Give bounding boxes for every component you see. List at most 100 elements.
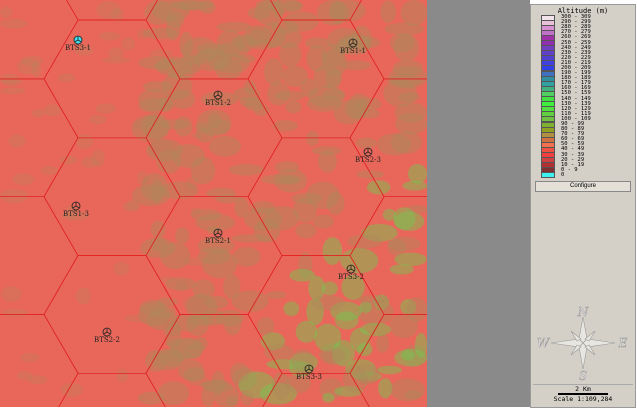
antenna-icon-spokes: [305, 365, 313, 372]
cell-hexagon-edge: [43, 255, 79, 315]
legend-label: 70 - 79: [561, 131, 585, 138]
terrain-patch: [75, 287, 91, 305]
legend-label: 0 - 9: [561, 166, 578, 173]
terrain-patch: [404, 390, 422, 400]
legend-label: 180 - 189: [561, 75, 591, 82]
bts-site[interactable]: BTS1-3: [63, 201, 89, 218]
terrain-patch: [124, 314, 155, 323]
legend-label: 280 - 289: [561, 24, 591, 31]
terrain-patch: [216, 21, 252, 33]
bts-site[interactable]: BTS1-2: [205, 90, 231, 107]
terrain-patch: [182, 62, 202, 74]
terrain-patch: [305, 37, 330, 49]
terrain-patch: [355, 363, 380, 385]
bts-site[interactable]: BTS1-1: [340, 38, 366, 55]
terrain-patch: [272, 120, 298, 132]
terrain-patch: [179, 0, 214, 11]
legend-title: Altitude (m): [557, 7, 609, 15]
cell-hexagon-edge: [43, 196, 79, 256]
terrain-patch: [282, 65, 308, 87]
terrain-patch: [393, 207, 416, 230]
terrain-patch: [257, 317, 275, 336]
terrain-patch: [342, 365, 369, 393]
legend-label: 0: [561, 171, 565, 178]
terrain-patch: [406, 205, 427, 214]
terrain-patch: [156, 297, 178, 307]
terrain-patch: [131, 184, 170, 206]
cell-hexagon-edge: [145, 373, 166, 407]
cell-hexagon-edge: [43, 78, 79, 138]
terrain-patch: [12, 173, 35, 186]
bts-site[interactable]: BTS2-1: [205, 228, 231, 245]
terrain-patch: [283, 11, 319, 32]
antenna-icon-spokes: [74, 36, 82, 43]
terrain-patch: [198, 246, 231, 265]
terrain-patch: [226, 395, 239, 407]
terrain-patch: [182, 36, 218, 65]
legend-label: 160 - 169: [561, 85, 591, 92]
antenna-icon-spokes: [349, 39, 357, 46]
terrain-patch: [159, 276, 175, 283]
terrain-patch: [195, 127, 214, 143]
terrain-patch: [335, 40, 352, 55]
bts-site[interactable]: BTS3-2: [338, 264, 364, 281]
terrain-patch: [169, 89, 196, 109]
cell-hexagon-edge: [43, 314, 79, 374]
terrain-patch: [60, 382, 84, 397]
terrain-patch: [322, 48, 347, 77]
configure-button[interactable]: Configure: [535, 181, 631, 192]
terrain-patch: [151, 0, 190, 22]
terrain-patch: [333, 100, 363, 125]
terrain-patch: [334, 386, 363, 397]
terrain-patch: [235, 33, 256, 52]
terrain-patch: [306, 95, 342, 112]
terrain-patch: [141, 173, 168, 202]
legend-label: 150 - 159: [561, 90, 591, 97]
bts-label: BTS3-2: [338, 273, 364, 281]
terrain-patch: [332, 340, 355, 367]
terrain-patch: [272, 372, 291, 400]
cell-hexagon-edge: [349, 0, 362, 21]
terrain-patch: [89, 114, 107, 125]
terrain-patch: [388, 65, 427, 89]
terrain-patch: [20, 55, 44, 67]
terrain-patch: [240, 390, 254, 406]
terrain-patch: [295, 223, 317, 239]
terrain-patch: [194, 48, 228, 72]
terrain-patch: [202, 379, 232, 393]
terrain-patch: [122, 201, 141, 212]
terrain-patch: [377, 133, 412, 156]
terrain-patch: [259, 382, 298, 405]
terrain-patch: [326, 191, 345, 216]
terrain-patch: [150, 179, 164, 204]
bts-site[interactable]: BTS2-3: [355, 147, 381, 164]
bts-site[interactable]: BTS2-2: [94, 327, 120, 344]
terrain-patch: [394, 102, 427, 123]
bts-label: BTS3-3: [296, 373, 322, 381]
terrain-patch: [144, 116, 165, 129]
compass-n: N: [577, 305, 589, 319]
terrain-patch: [350, 327, 371, 352]
map-canvas: BTS3-1 BTS1-1 BTS1-2 BTS2-3 BTS1-3 BTS2-1 BTS3…: [0, 0, 427, 407]
terrain-patch: [283, 301, 300, 317]
terrain-patch: [146, 139, 183, 162]
terrain-patch: [318, 150, 337, 173]
terrain-patch: [186, 176, 199, 190]
legend-label: 260 - 269: [561, 34, 591, 41]
terrain-patch: [0, 77, 23, 86]
terrain-patch: [98, 32, 121, 41]
cell-hexagon-edge: [349, 137, 385, 197]
cell-hexagon-edge: [247, 255, 283, 315]
terrain-patch: [279, 42, 302, 67]
terrain-patch: [390, 378, 425, 402]
cell-hexagon-edge: [349, 78, 385, 138]
cell-hexagon-edge: [43, 137, 79, 197]
terrain-patch: [359, 301, 372, 313]
bts-site[interactable]: BTS3-1: [65, 35, 91, 52]
bts-site[interactable]: BTS3-3: [296, 364, 322, 381]
coverage-map[interactable]: BTS3-1 BTS1-1 BTS1-2 BTS2-3 BTS1-3 BTS2-1 BTS3…: [0, 0, 427, 407]
terrain-patch: [358, 299, 394, 326]
terrain-patch: [195, 122, 212, 133]
terrain-patch: [356, 170, 384, 179]
legend-label: 130 - 139: [561, 100, 591, 107]
